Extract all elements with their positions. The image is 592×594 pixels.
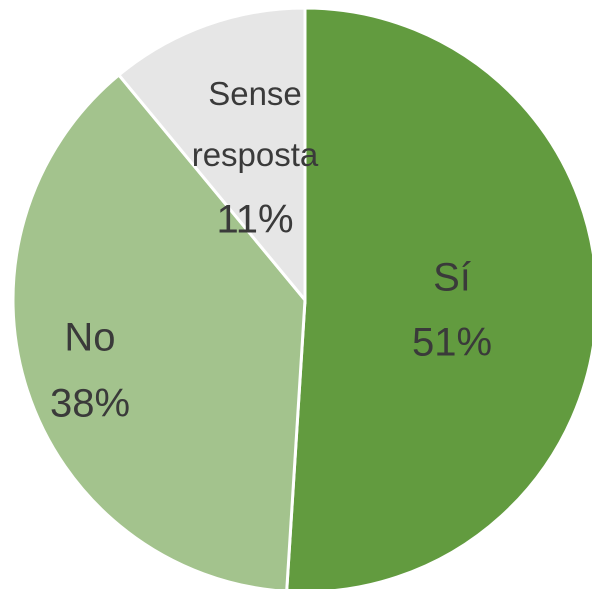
slice-label-line: Sense xyxy=(208,75,302,112)
slice-label: Sense resposta xyxy=(192,75,319,173)
slice-label: Sí xyxy=(433,256,471,300)
slice-value-label: 38% xyxy=(50,382,130,426)
slice-value-label: 51% xyxy=(412,321,492,365)
slice-label: No xyxy=(64,316,115,360)
pie-slice xyxy=(285,6,592,594)
slice-label-line: resposta xyxy=(192,136,319,173)
pie-slice xyxy=(116,6,307,305)
pie-slice xyxy=(11,72,307,594)
slice-value-label: 11% xyxy=(216,198,293,242)
